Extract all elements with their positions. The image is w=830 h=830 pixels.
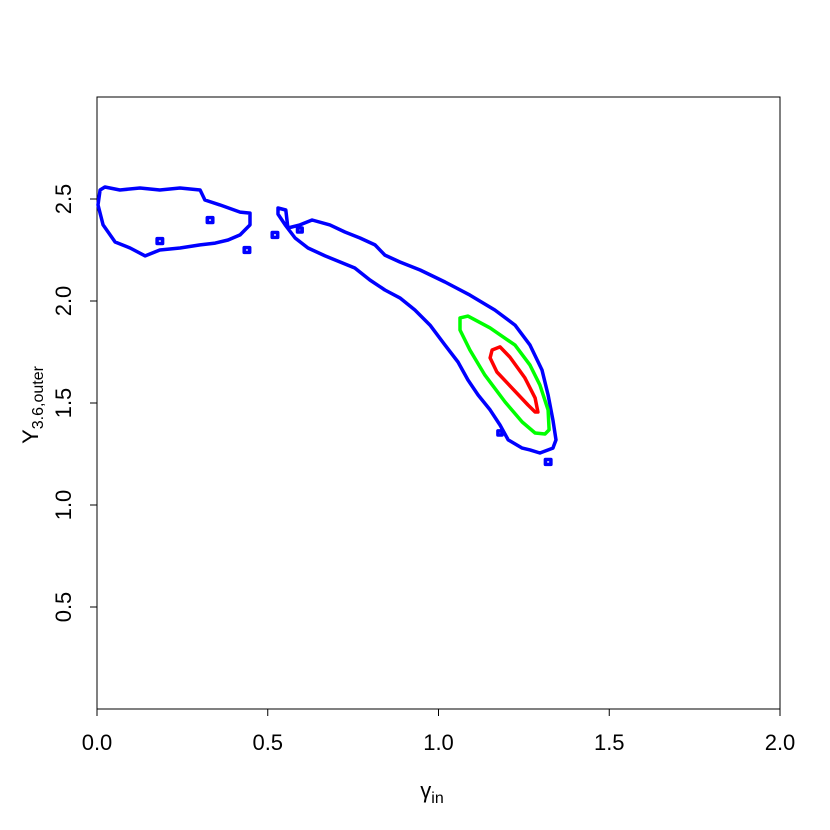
y-label-subscript: 3.6,outer [30, 365, 47, 429]
y-tick-label: 2.5 [51, 184, 76, 215]
y-tick-label: 1.5 [51, 388, 76, 419]
y-tick-label: 1.0 [51, 490, 76, 521]
y-tick-label: 0.5 [51, 592, 76, 623]
x-tick-label: 0.0 [82, 730, 113, 755]
contour-line [96, 185, 558, 467]
x-axis-label: γin [420, 778, 443, 807]
x-label-subscript: in [431, 790, 443, 807]
x-tick-label: 0.5 [252, 730, 283, 755]
contour-line [488, 345, 540, 414]
contour-line [458, 314, 551, 436]
y-tick-label: 2.0 [51, 286, 76, 317]
x-tick-label: 1.0 [423, 730, 454, 755]
x-tick-label: 2.0 [765, 730, 796, 755]
y-axis-label: Υ3.6,outer [18, 365, 47, 444]
x-label-symbol: γ [420, 778, 431, 803]
x-tick-label: 1.5 [594, 730, 625, 755]
y-label-symbol: Υ [18, 429, 43, 444]
